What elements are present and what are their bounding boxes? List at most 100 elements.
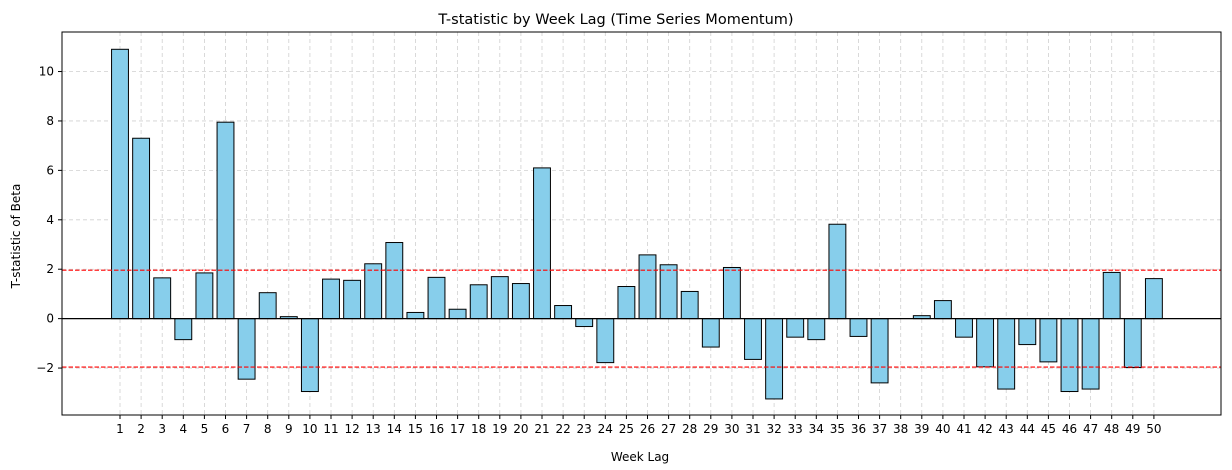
x-tick-label: 7: [243, 422, 251, 436]
bar-31: [744, 318, 762, 360]
x-tick-label: 15: [408, 422, 423, 436]
bar-20: [511, 283, 530, 320]
bar-23: [575, 318, 594, 328]
x-tick-label: 20: [513, 422, 528, 436]
bar-50: [1144, 278, 1163, 320]
y-tick-label: 2: [46, 262, 54, 276]
y-tick-label: 4: [46, 213, 54, 227]
bar-8: [258, 292, 277, 320]
x-tick-label: 49: [1125, 422, 1140, 436]
bar-21: [533, 167, 551, 320]
y-axis-title: T-statistic of Beta: [9, 184, 23, 290]
bar-36: [849, 318, 868, 337]
x-tick-label: 29: [703, 422, 718, 436]
x-tick-label: 41: [956, 422, 971, 436]
bar-15: [406, 311, 425, 320]
bar-19: [490, 276, 509, 320]
x-tick-label: 18: [471, 422, 486, 436]
bar-37: [870, 318, 889, 384]
x-tick-label: 35: [830, 422, 845, 436]
bar-11: [322, 278, 340, 320]
x-tick-label: 38: [893, 422, 908, 436]
bar-7: [237, 318, 256, 380]
x-tick-label: 37: [872, 422, 887, 436]
x-tick-label: 13: [366, 422, 381, 436]
bar-24: [596, 318, 615, 364]
bar-47: [1081, 318, 1100, 390]
reference-lines: [62, 269, 1221, 368]
bar-49: [1123, 318, 1142, 369]
x-tick-label: 32: [766, 422, 781, 436]
bar-29: [701, 318, 720, 348]
bar-48: [1102, 271, 1121, 320]
y-tick-label: −2: [36, 361, 54, 375]
bar-14: [385, 242, 404, 320]
bar-17: [448, 308, 467, 320]
x-tick-label: 12: [344, 422, 359, 436]
x-tick-label: 45: [1041, 422, 1056, 436]
x-tick-label: 21: [534, 422, 549, 436]
x-tick-label: 4: [179, 422, 187, 436]
x-tick-label: 8: [264, 422, 272, 436]
bar-28: [680, 290, 699, 320]
bar-1: [111, 48, 129, 320]
x-tick-label: 30: [724, 422, 739, 436]
y-tick-label: 10: [39, 65, 54, 79]
bar-10: [300, 318, 319, 393]
x-tick-label: 48: [1104, 422, 1119, 436]
x-tick-label: 26: [640, 422, 655, 436]
bar-16: [427, 276, 446, 320]
bar-41: [955, 318, 973, 338]
x-tick-label: 34: [809, 422, 824, 436]
x-tick-label: 44: [1020, 422, 1035, 436]
x-tick-label: 2: [137, 422, 145, 436]
x-tick-label: 5: [201, 422, 209, 436]
bar-12: [343, 279, 362, 320]
x-tick-label: 25: [619, 422, 634, 436]
x-tick-label: 19: [492, 422, 507, 436]
x-tick-label: 36: [851, 422, 866, 436]
x-axis-title: Week Lag: [611, 450, 669, 464]
x-tick-label: 11: [323, 422, 338, 436]
bar-40: [933, 300, 952, 320]
bar-32: [765, 318, 784, 400]
x-tick-label: 23: [577, 422, 592, 436]
bar-46: [1060, 318, 1079, 393]
bar-25: [617, 286, 636, 320]
bar-5: [195, 272, 214, 320]
bar-33: [786, 318, 805, 338]
y-tick-label: 0: [46, 312, 54, 326]
x-tick-label: 16: [429, 422, 444, 436]
x-tick-label: 22: [555, 422, 570, 436]
bar-43: [997, 318, 1016, 390]
x-tick-label: 27: [661, 422, 676, 436]
x-tick-label: 3: [158, 422, 166, 436]
y-tick-label: 8: [46, 114, 54, 128]
bar-35: [828, 223, 847, 320]
bar-45: [1039, 318, 1058, 363]
x-tick-label: 9: [285, 422, 293, 436]
x-tick-label: 24: [598, 422, 613, 436]
bar-26: [638, 254, 657, 320]
x-tick-label: 39: [914, 422, 929, 436]
x-tick-label: 43: [999, 422, 1014, 436]
bar-2: [132, 137, 151, 320]
x-tick-label: 50: [1146, 422, 1161, 436]
y-ticks: −2 0 2 4 6 8 10: [36, 65, 62, 375]
bar-30: [722, 266, 741, 320]
y-tick-label: 6: [46, 163, 54, 177]
bars: [111, 48, 1163, 400]
bar-4: [174, 318, 193, 341]
bar-3: [153, 277, 172, 320]
bar-34: [807, 318, 826, 341]
x-tick-label: 42: [977, 422, 992, 436]
x-tick-label: 47: [1083, 422, 1098, 436]
x-ticks: 1 2 3 4 5 6 7 8 9 10 11 12 13 14 15 16 17 18 19 20 21 22 23 24 2…: [116, 415, 1162, 436]
bar-18: [469, 284, 488, 320]
bar-6: [216, 121, 235, 320]
x-tick-label: 6: [222, 422, 230, 436]
x-tick-label: 31: [745, 422, 760, 436]
plot-frame: [61, 31, 1222, 416]
chart-title: T-statistic by Week Lag (Time Series Mom…: [437, 12, 793, 28]
